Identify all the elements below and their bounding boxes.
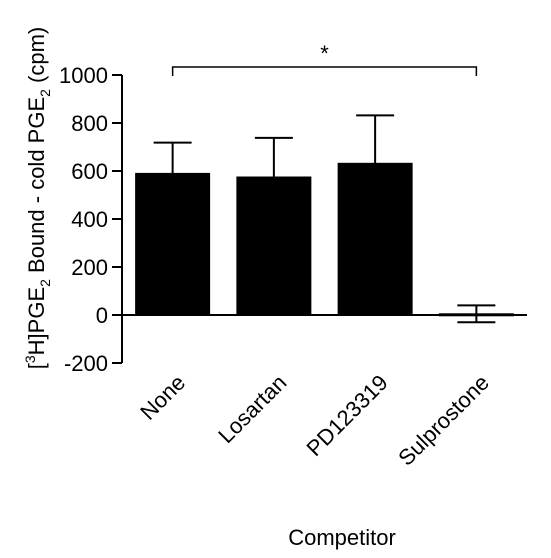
y-tick-label: 400 — [71, 207, 108, 232]
y-axis-title-sub1: 2 — [37, 279, 53, 287]
bars — [135, 162, 514, 317]
bar-losartan — [236, 176, 312, 316]
bar-none — [135, 172, 211, 316]
x-tick-label-losartan: Losartan — [213, 370, 291, 448]
error-bars — [153, 114, 496, 324]
y-tick-label: 200 — [71, 255, 108, 280]
y-tick-label: 1000 — [59, 63, 108, 88]
y-tick-label: -200 — [64, 351, 108, 376]
y-axis-title-part4: (cpm) — [24, 27, 49, 89]
x-axis-title: Competitor — [288, 525, 396, 550]
x-tick-label-none: None — [135, 370, 190, 425]
significance-bracket-line — [171, 66, 478, 76]
bar-pd123319 — [337, 162, 413, 316]
y-axis: -200 0 200 400 600 800 1000 — [59, 63, 123, 376]
significance-bracket: * — [171, 41, 478, 76]
y-axis-title-sup: 3 — [22, 355, 38, 363]
y-tick-label: 0 — [96, 303, 108, 328]
y-axis-title-part2: H]PGE — [24, 287, 49, 355]
y-tick-label: 600 — [71, 159, 108, 184]
significance-star: * — [320, 41, 329, 66]
x-tick-labels: None Losartan PD123319 Sulprostone — [135, 370, 494, 471]
x-tick-label-pd123319: PD123319 — [301, 370, 392, 461]
y-tick-label: 800 — [71, 111, 108, 136]
x-tick-label-sulprostone: Sulprostone — [393, 370, 494, 471]
y-axis-title-sub2: 2 — [37, 89, 53, 97]
y-axis-title-part3: Bound - cold PGE — [24, 97, 49, 279]
y-axis-title: [3H]PGE2 Bound - cold PGE2 (cpm) — [22, 27, 53, 370]
y-axis-title-part1: [ — [24, 363, 49, 369]
